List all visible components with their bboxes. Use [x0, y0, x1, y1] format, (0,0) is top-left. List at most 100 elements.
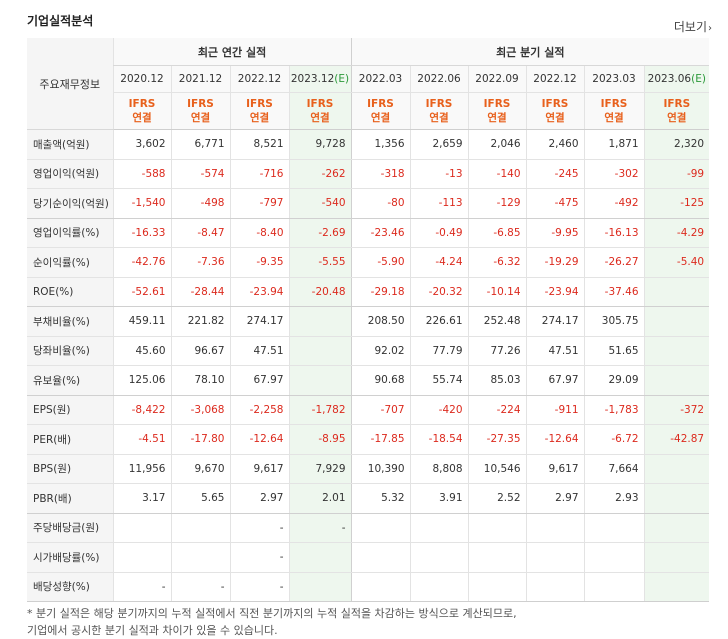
- table-cell: [350, 542, 411, 573]
- table-cell: [288, 365, 352, 396]
- row-label: BPS(원): [27, 454, 113, 484]
- table-cell: 55.74: [409, 365, 469, 396]
- table-cell: 92.02: [350, 336, 411, 366]
- table-cell: 221.82: [170, 306, 230, 337]
- table-cell: [643, 513, 710, 543]
- more-link[interactable]: 더보기›: [674, 18, 712, 35]
- table-cell: 3,602: [112, 129, 171, 160]
- table-cell: [643, 483, 710, 514]
- table-cell: -16.13: [583, 218, 645, 248]
- table-cell: -13: [409, 159, 469, 189]
- table-cell: -475: [525, 188, 585, 219]
- row-label: 시가배당률(%): [27, 542, 113, 573]
- period-date: 2022.12: [533, 73, 577, 85]
- table-cell: -: [229, 572, 289, 602]
- period-date: 2023.06: [647, 73, 692, 85]
- table-cell: [583, 572, 645, 602]
- table-cell: 3.17: [112, 483, 171, 514]
- table-cell: 85.03: [467, 365, 527, 396]
- table-cell: [467, 513, 527, 543]
- table-row: 유보율(%) 125.06 78.10 67.97 90.68 55.74 85.03 67.…: [27, 365, 710, 396]
- table-cell: [112, 542, 171, 573]
- table-cell: -: [112, 572, 171, 602]
- table-cell: -12.64: [525, 424, 585, 455]
- table-cell: -80: [350, 188, 411, 219]
- table-cell: -5.90: [350, 247, 411, 278]
- ifrs-label: IFRS: [425, 98, 453, 110]
- period-header: 2022.03: [350, 65, 411, 93]
- row-label: 영업이익률(%): [27, 218, 113, 248]
- period-date: 2021.12: [178, 73, 223, 85]
- table-cell: [643, 572, 710, 602]
- table-row: 부채비율(%) 459.11 221.82 274.17 208.50 226.61 252…: [27, 306, 710, 337]
- table-row: 영업이익(억원) -588 -574 -716 -262 -318 -13 -140 -245-…: [27, 159, 710, 189]
- table-cell: 2,659: [409, 129, 469, 160]
- table-cell: [170, 542, 230, 573]
- table-cell: [583, 513, 645, 543]
- table-cell: -52.61: [112, 277, 171, 307]
- table-cell: -: [229, 513, 289, 543]
- table-row: 주당배당금(원) - -: [27, 513, 710, 543]
- table-cell: 2,320: [643, 129, 710, 160]
- table-cell: -372: [643, 395, 710, 425]
- row-header-label: 주요재무정보: [27, 38, 113, 130]
- row-label: 부채비율(%): [27, 306, 113, 337]
- consolidated-label: 연결: [487, 112, 507, 124]
- period-header: 2022.12: [525, 65, 585, 93]
- table-cell: 77.26: [467, 336, 527, 366]
- table-cell: 67.97: [525, 365, 585, 396]
- accounting-basis: IFRS 연결: [229, 92, 289, 130]
- accounting-basis: IFRS 연결: [409, 92, 469, 130]
- financial-summary-table: 주요재무정보 최근 연간 실적 최근 분기 실적 2020.12 2021.12 2022…: [27, 38, 710, 602]
- table-cell: -23.94: [525, 277, 585, 307]
- table-cell: -9.95: [525, 218, 585, 248]
- row-label: ROE(%): [27, 277, 113, 307]
- table-row: 순이익률(%) -42.76 -7.36 -9.35 -5.55 -5.90 -4.24 -6…: [27, 247, 710, 278]
- chevron-right-icon: ›: [708, 23, 712, 34]
- table-cell: 7,664: [583, 454, 645, 484]
- table-row: 영업이익률(%) -16.33 -8.47 -8.40 -2.69 -23.46 -0.49…: [27, 218, 710, 248]
- table-cell: -302: [583, 159, 645, 189]
- period-date: 2022.09: [475, 73, 519, 85]
- table-cell: -4.29: [643, 218, 710, 248]
- table-cell: -3,068: [170, 395, 230, 425]
- table-cell: 8,808: [409, 454, 469, 484]
- table-cell: 96.67: [170, 336, 230, 366]
- row-label: 유보율(%): [27, 365, 113, 396]
- table-cell: -318: [350, 159, 411, 189]
- table-cell: [350, 513, 411, 543]
- table-cell: 1,356: [350, 129, 411, 160]
- table-cell: 9,617: [229, 454, 289, 484]
- consolidated-label: 연결: [249, 112, 270, 124]
- table-cell: 9,670: [170, 454, 230, 484]
- table-cell: 47.51: [229, 336, 289, 366]
- ifrs-label: IFRS: [128, 98, 156, 110]
- table-cell: [350, 572, 411, 602]
- table-cell: -42.87: [643, 424, 710, 455]
- table-cell: -125: [643, 188, 710, 219]
- table-cell: 9,617: [525, 454, 585, 484]
- table-cell: -16.33: [112, 218, 171, 248]
- table-cell: 274.17: [525, 306, 585, 337]
- row-label: PER(배): [27, 424, 113, 455]
- table-cell: -1,782: [288, 395, 352, 425]
- table-cell: -20.32: [409, 277, 469, 307]
- ifrs-label: IFRS: [246, 98, 273, 110]
- table-cell: 208.50: [350, 306, 411, 337]
- table-row: PER(배) -4.51 -17.80 -12.64 -8.95 -17.85 -18.54…: [27, 424, 710, 455]
- table-cell: -1,783: [583, 395, 645, 425]
- table-cell: -27.35: [467, 424, 527, 455]
- accounting-basis: IFRS 연결: [525, 92, 585, 130]
- period-header: 2023.12(E): [288, 65, 352, 93]
- table-cell: 5.65: [170, 483, 230, 514]
- table-cell: 2,460: [525, 129, 585, 160]
- table-cell: 90.68: [350, 365, 411, 396]
- table-cell: 3.91: [409, 483, 469, 514]
- table-row: 당좌비율(%) 45.60 96.67 47.51 92.02 77.79 77.26 47.…: [27, 336, 710, 366]
- table-cell: 29.09: [583, 365, 645, 396]
- table-cell: 77.79: [409, 336, 469, 366]
- consolidated-label: 연결: [190, 112, 211, 124]
- accounting-basis: IFRS 연결: [643, 92, 710, 130]
- table-cell: 47.51: [525, 336, 585, 366]
- table-cell: -37.46: [583, 277, 645, 307]
